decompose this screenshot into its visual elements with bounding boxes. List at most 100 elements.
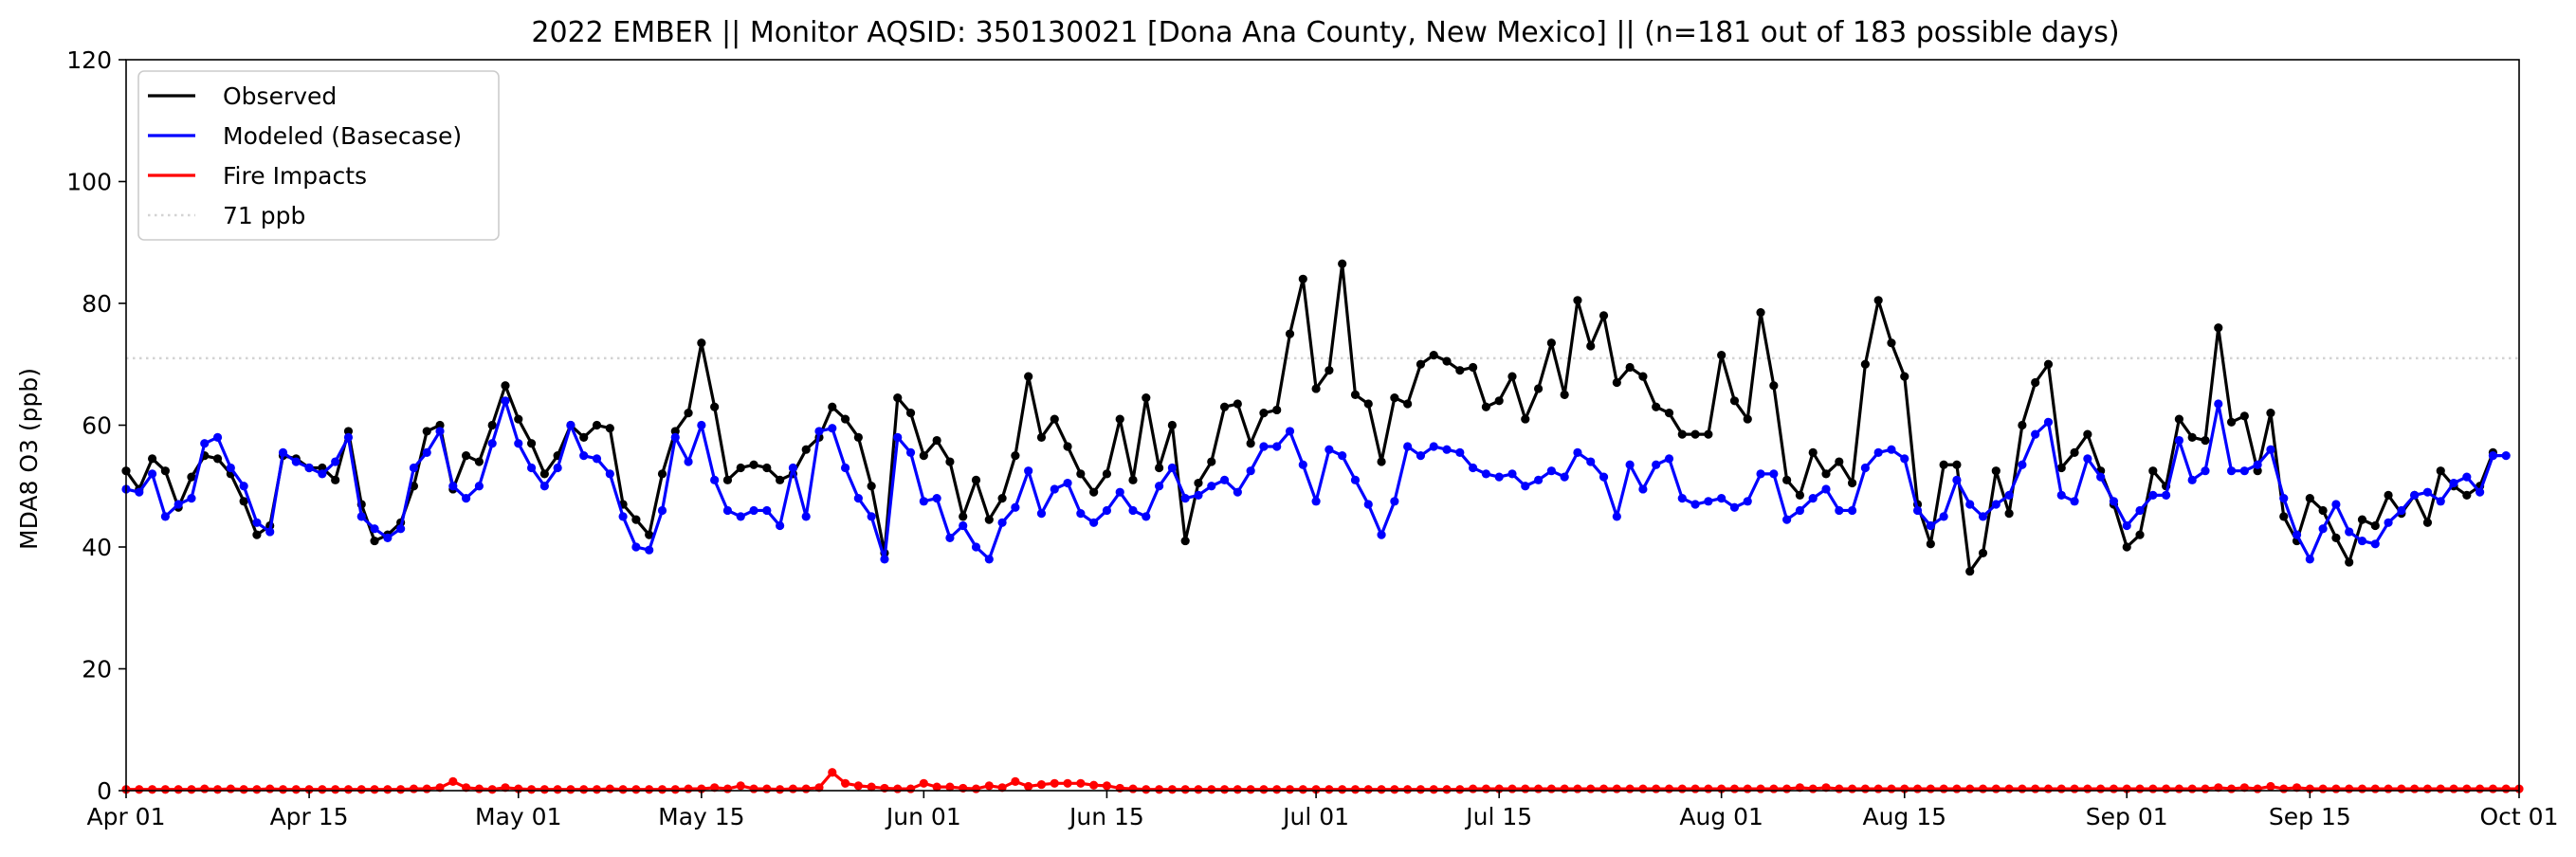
data-point bbox=[1860, 784, 1870, 793]
data-point bbox=[147, 454, 157, 464]
data-point bbox=[383, 533, 393, 542]
data-point bbox=[514, 439, 523, 448]
data-point bbox=[1521, 414, 1530, 424]
data-point bbox=[160, 512, 170, 521]
data-point bbox=[631, 515, 641, 524]
data-point bbox=[1128, 505, 1138, 516]
data-point bbox=[526, 785, 537, 794]
data-point bbox=[2397, 505, 2406, 516]
data-point bbox=[331, 785, 340, 794]
data-point bbox=[409, 784, 419, 793]
data-point bbox=[2384, 490, 2393, 500]
data-point bbox=[1325, 445, 1334, 454]
data-point bbox=[1638, 784, 1648, 793]
data-point bbox=[2476, 487, 2485, 497]
x-tick-label: May 15 bbox=[658, 803, 744, 830]
data-point bbox=[1939, 512, 1948, 521]
legend-label: Fire Impacts bbox=[223, 162, 367, 190]
data-point bbox=[1167, 463, 1177, 473]
data-point bbox=[1560, 472, 1569, 482]
data-point bbox=[370, 536, 379, 546]
data-point bbox=[2201, 466, 2210, 476]
data-point bbox=[919, 497, 928, 506]
data-point bbox=[1180, 785, 1190, 794]
data-point bbox=[1416, 785, 1426, 794]
data-point bbox=[1024, 372, 1033, 381]
data-point bbox=[1729, 396, 1740, 406]
data-point bbox=[840, 463, 850, 473]
axes: 0 20 40 60 80 100 120 Apr 01 Apr 15 May 01 May 15 J… bbox=[66, 46, 2558, 830]
data-point bbox=[1403, 442, 1413, 451]
data-point bbox=[1586, 341, 1596, 351]
data-point bbox=[1612, 512, 1621, 521]
data-point bbox=[2384, 518, 2393, 527]
data-point bbox=[2422, 784, 2433, 793]
x-tick-label: Jun 01 bbox=[885, 803, 961, 830]
data-point bbox=[736, 781, 745, 791]
data-point bbox=[2462, 784, 2472, 793]
data-point bbox=[1978, 784, 1988, 793]
data-point bbox=[2357, 536, 2367, 546]
data-point bbox=[1625, 460, 1635, 469]
data-point bbox=[474, 457, 484, 466]
data-point bbox=[1494, 472, 1504, 482]
data-point bbox=[945, 782, 955, 792]
data-point bbox=[1194, 785, 1203, 794]
data-point bbox=[2056, 490, 2066, 500]
data-point bbox=[2174, 435, 2183, 446]
data-point bbox=[684, 784, 693, 793]
data-point bbox=[828, 402, 837, 411]
data-point bbox=[265, 527, 275, 537]
data-point bbox=[2031, 429, 2040, 439]
data-point bbox=[1991, 466, 2001, 476]
data-point bbox=[776, 785, 785, 794]
data-point bbox=[1835, 457, 1844, 466]
data-point bbox=[2214, 399, 2223, 409]
data-point bbox=[1873, 447, 1883, 458]
data-point bbox=[1325, 366, 1334, 375]
data-point bbox=[645, 785, 654, 794]
data-point bbox=[1677, 494, 1687, 503]
data-point bbox=[697, 420, 706, 430]
data-point bbox=[1599, 472, 1609, 482]
data-point bbox=[2162, 490, 2171, 500]
data-point bbox=[1743, 497, 1752, 506]
data-point bbox=[501, 783, 510, 793]
data-point bbox=[174, 500, 183, 509]
data-point bbox=[1416, 451, 1426, 461]
data-point bbox=[971, 542, 981, 552]
data-point bbox=[1063, 442, 1072, 451]
data-point bbox=[160, 785, 170, 794]
legend-label: Modeled (Basecase) bbox=[223, 122, 462, 150]
data-point bbox=[1076, 778, 1086, 788]
data-point bbox=[2449, 478, 2458, 488]
data-point bbox=[579, 432, 589, 442]
data-point bbox=[684, 457, 693, 466]
data-point bbox=[200, 784, 210, 793]
y-tick-label: 100 bbox=[66, 169, 112, 196]
data-point bbox=[959, 520, 968, 531]
data-point bbox=[396, 785, 406, 794]
data-point bbox=[539, 469, 549, 479]
data-point bbox=[1311, 785, 1321, 794]
data-point bbox=[2226, 417, 2237, 427]
data-point bbox=[1494, 396, 1504, 406]
data-point bbox=[1272, 442, 1282, 451]
data-point bbox=[1011, 451, 1020, 461]
data-point bbox=[2109, 784, 2119, 793]
data-point bbox=[801, 445, 811, 454]
data-point bbox=[1887, 445, 1896, 454]
data-point bbox=[1638, 484, 1648, 494]
data-point bbox=[2096, 784, 2106, 793]
data-point bbox=[1155, 785, 1164, 794]
data-point bbox=[2279, 784, 2289, 793]
data-point bbox=[1991, 500, 2001, 509]
data-point bbox=[1677, 429, 1687, 439]
data-point bbox=[539, 482, 549, 491]
data-point bbox=[1664, 409, 1674, 418]
data-point bbox=[318, 469, 327, 479]
data-point bbox=[1521, 482, 1530, 491]
data-point bbox=[462, 451, 471, 461]
data-point bbox=[2410, 784, 2420, 793]
data-point bbox=[814, 783, 824, 793]
